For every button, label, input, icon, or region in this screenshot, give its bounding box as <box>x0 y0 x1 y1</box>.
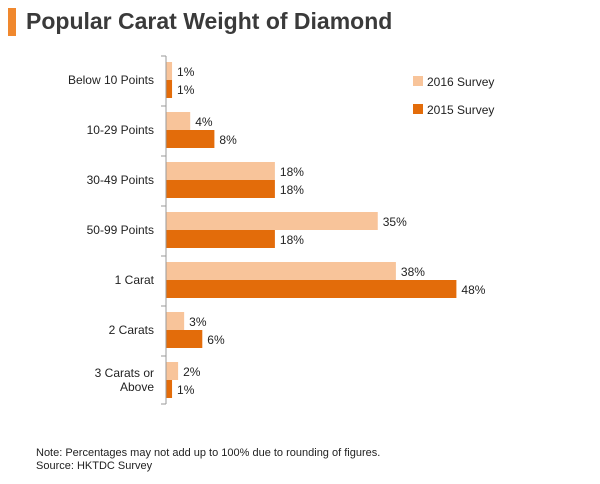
bar <box>166 330 203 348</box>
category-label: 10-29 Points <box>87 123 154 137</box>
data-label: 3% <box>189 315 207 329</box>
category-label: 30-49 Points <box>87 173 154 187</box>
bar <box>166 62 173 80</box>
category-label: 1 Carat <box>115 273 155 287</box>
source-note: Source: HKTDC Survey <box>36 460 153 472</box>
data-label: 8% <box>219 133 237 147</box>
page-title: Popular Carat Weight of Diamond <box>26 8 393 34</box>
data-label: 38% <box>401 265 425 279</box>
data-label: 18% <box>280 233 304 247</box>
bar <box>166 80 173 98</box>
category-label: Below 10 Points <box>68 73 154 87</box>
title-accent-bar <box>8 8 16 36</box>
data-label: 18% <box>280 165 304 179</box>
legend-label: 2016 Survey <box>427 75 494 89</box>
bar <box>166 312 185 330</box>
bar <box>166 180 275 198</box>
bar <box>166 362 179 380</box>
data-label: 1% <box>177 83 195 97</box>
data-label: 48% <box>461 283 485 297</box>
data-label: 6% <box>207 333 225 347</box>
legend-label: 2015 Survey <box>427 103 494 117</box>
data-label: 2% <box>183 365 201 379</box>
data-label: 4% <box>195 115 213 129</box>
bar <box>166 280 457 298</box>
category-label: Above <box>120 380 154 394</box>
bar <box>166 262 396 280</box>
category-label: 2 Carats <box>109 323 154 337</box>
bar <box>166 380 173 398</box>
data-label: 1% <box>177 65 195 79</box>
bar <box>166 162 275 180</box>
bar <box>166 112 191 130</box>
data-label: 1% <box>177 383 195 397</box>
bar-chart: Below 10 Points 1% 1% 10-29 Points 4% 8% 30-49… <box>68 55 494 405</box>
category-label: 50-99 Points <box>87 223 154 237</box>
chart-notes: Note: Percentages may not add up to 100%… <box>36 447 380 473</box>
bar <box>166 130 215 148</box>
bar <box>166 230 275 248</box>
data-label: 35% <box>383 215 407 229</box>
legend-swatch <box>413 104 423 114</box>
legend-swatch <box>413 76 423 86</box>
data-label: 18% <box>280 183 304 197</box>
category-label: 3 Carats or <box>95 366 154 380</box>
footnote: Note: Percentages may not add up to 100%… <box>36 447 381 459</box>
bar <box>166 212 378 230</box>
